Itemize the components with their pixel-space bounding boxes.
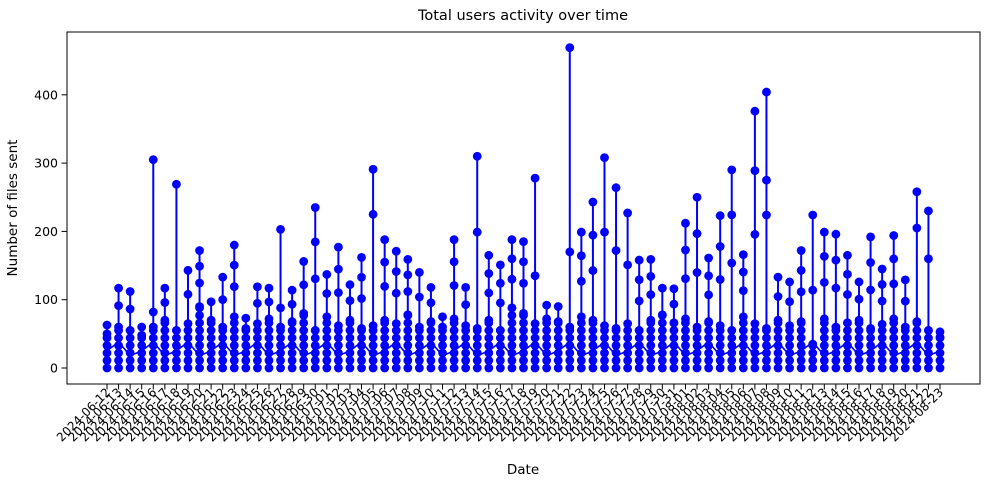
stem-column [322,270,332,373]
stem-column [715,211,725,373]
stem-column [183,265,193,373]
stem-column [704,253,714,373]
stem-column [935,327,945,373]
stem-column [333,242,343,373]
stem-column [692,192,702,373]
stem-columns [102,43,945,373]
stem-column [310,203,320,373]
stem-column [900,275,910,373]
stem-column [819,227,829,373]
stem-column [195,246,204,373]
stem-column [866,232,875,373]
stem-column [137,322,147,373]
stem-column [727,165,737,373]
stem-column [762,87,771,373]
x-axis-title: Date [507,462,539,478]
stem-column [519,237,528,373]
stem-column [623,208,633,373]
stem-column [449,235,459,373]
stem-column [657,283,667,373]
stem-column [831,229,841,373]
stem-column [808,210,818,373]
stem-column [681,218,690,373]
stem-column [646,255,656,373]
stem-column [391,246,401,373]
stem-column [241,313,251,373]
stem-column [414,267,424,373]
stem-column [148,155,158,373]
stem-column [611,183,621,373]
stem-column [924,206,933,373]
stem-column [114,283,123,373]
stem-column [738,250,748,373]
stem-column [426,283,436,373]
x-axis-ticks [106,384,941,390]
y-tick-label: 0 [50,361,58,376]
stem-column [276,224,285,373]
stem-column [403,255,413,373]
stem-column [160,283,170,373]
stem-column [172,179,181,373]
stem-column [588,197,598,373]
stem-column [253,282,262,373]
stem-column [669,284,679,373]
stem-column [843,250,852,373]
stem-column [507,235,517,373]
stem-column [264,283,274,373]
stem-column [634,255,644,373]
chart-title: Total users activity over time [417,8,628,24]
stem-column [357,252,366,373]
y-tick-label: 100 [34,292,58,307]
stem-column [218,272,228,373]
stem-column [854,277,864,373]
stem-column [229,240,239,373]
stem-column [368,164,378,373]
stem-column [553,302,563,373]
stem-column [877,264,887,373]
stem-column [889,231,899,373]
y-axis-tick-labels: 0 100 200 300 400 [34,87,58,375]
stem-column [345,280,355,373]
stem-column [565,43,575,373]
stem-column [206,297,216,373]
y-axis-title: Number of files sent [5,140,21,277]
x-axis-date-labels: 2024-06-122024-06-132024-06-142024-06-15… [54,385,946,444]
stem-column [287,285,297,373]
stem-column [773,272,783,373]
y-axis-ticks [61,94,67,369]
stem-column [102,320,112,373]
y-tick-label: 300 [34,156,58,171]
stem-column [796,246,806,373]
stem-column [438,312,447,373]
stem-column [380,235,390,373]
stem-column [484,250,494,373]
stem-column [542,300,552,373]
stem-column [495,260,505,373]
stem-column [472,151,482,373]
stem-column [600,153,609,373]
stem-column [461,283,471,373]
y-tick-label: 200 [34,224,58,239]
stem-column [299,257,309,373]
stem-column [785,277,794,373]
stem-column [125,287,135,373]
stem-column [912,187,922,373]
stem-column [576,227,586,373]
stem-column [530,173,540,373]
stem-column [750,106,760,373]
y-tick-label: 400 [34,87,58,102]
